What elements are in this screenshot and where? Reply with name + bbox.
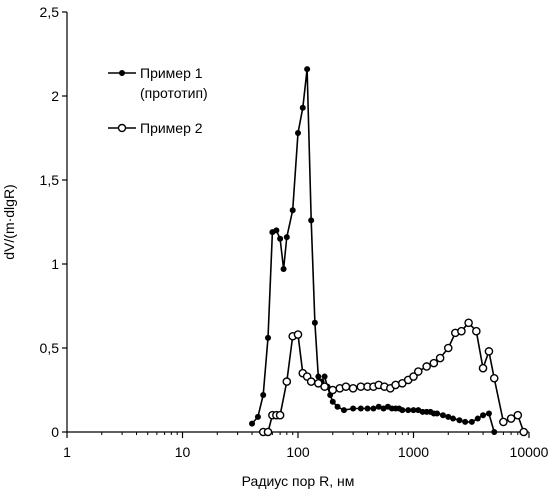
y-tick-label: 0 (51, 424, 59, 440)
legend-label-series-2: Пример 2 (140, 120, 203, 136)
series-2-point (350, 385, 357, 392)
series-1-point (273, 227, 279, 233)
series-layer (249, 66, 527, 435)
x-axis-label: Радиус пор R, нм (242, 473, 355, 489)
series-2-point (423, 363, 430, 370)
series-1-point (300, 105, 306, 111)
series-1-point (370, 405, 376, 411)
series-1-point (277, 236, 283, 242)
legend-label-series-1: Пример 1 (140, 65, 203, 81)
series-1-point (350, 405, 356, 411)
series-2-point (264, 428, 271, 435)
series-1-point (450, 416, 456, 422)
series-1-point (249, 421, 255, 427)
x-tick-label: 10 (175, 444, 191, 460)
series-1-point (304, 66, 310, 72)
series-1-point (341, 407, 347, 413)
x-tick-label: 100 (286, 444, 310, 460)
series-1-point (469, 419, 475, 425)
series-2-point (283, 378, 290, 385)
series-1-point (405, 407, 411, 413)
series-1-point (281, 266, 287, 272)
series-1-point (290, 207, 296, 213)
series-1-point (456, 417, 462, 423)
x-tick-label: 1000 (398, 444, 429, 460)
series-1-point (312, 320, 318, 326)
series-1-point (491, 429, 497, 435)
series-2-point (491, 375, 498, 382)
legend-entry-series-1: Пример 1 (прототип) (108, 65, 208, 101)
x-tick-label: 10000 (510, 444, 549, 460)
series-2-point (458, 328, 465, 335)
y-tick-label: 1 (51, 256, 59, 272)
legend-marker-series-1 (119, 70, 125, 76)
series-1-point (315, 374, 321, 380)
legend: Пример 1 (прототип) Пример 2 (108, 65, 208, 136)
series-1-point (255, 414, 261, 420)
series-1-point (308, 217, 314, 223)
series-1-point (440, 412, 446, 418)
series-2-point (473, 328, 480, 335)
series-1-point (434, 411, 440, 417)
series-1-point (480, 412, 486, 418)
series-2-point (329, 386, 336, 393)
series-1-point (265, 335, 271, 341)
series-2-point (437, 354, 444, 361)
series-2-point (479, 365, 486, 372)
series-2-point (520, 428, 527, 435)
series-1-point (295, 130, 301, 136)
plot-area (67, 12, 529, 432)
series-2-point (514, 412, 521, 419)
series-2-point (415, 368, 422, 375)
legend-marker-series-2 (119, 125, 126, 132)
y-ticks: 0 0,5 1 1,5 2 2,5 (40, 4, 67, 440)
y-tick-label: 1,5 (40, 172, 60, 188)
series-1-point (399, 407, 405, 413)
series-1-point (475, 416, 481, 422)
series-2-point (294, 331, 301, 338)
y-tick-label: 2 (51, 88, 59, 104)
series-2-point (321, 383, 328, 390)
series-1-point (486, 411, 492, 417)
series-2-point (500, 418, 507, 425)
y-tick-label: 2,5 (40, 4, 60, 20)
series-1-point (358, 405, 364, 411)
y-tick-label: 0,5 (40, 340, 60, 356)
series-2-point (277, 412, 284, 419)
series-2-point (430, 360, 437, 367)
series-1-point (330, 399, 336, 405)
series-2-point (342, 383, 349, 390)
x-tick-label: 1 (63, 444, 71, 460)
series-1-point (284, 234, 290, 240)
series-1-point (335, 404, 341, 410)
legend-entry-series-2: Пример 2 (108, 120, 203, 136)
series-2-point (485, 348, 492, 355)
series-1-point (365, 405, 371, 411)
series-1-point (260, 392, 266, 398)
series-1-line (252, 69, 494, 432)
legend-label-series-1-line2: (прототип) (140, 85, 208, 101)
y-axis-label: dV/(m·dlgR) (1, 184, 17, 259)
series-2-point (465, 319, 472, 326)
series-2-point (445, 344, 452, 351)
x-ticks: 1 10 100 1000 10000 (63, 432, 549, 460)
series-2-point (308, 378, 315, 385)
plot-frame (67, 12, 529, 432)
series-1-point (462, 419, 468, 425)
series-1-point (322, 374, 328, 380)
